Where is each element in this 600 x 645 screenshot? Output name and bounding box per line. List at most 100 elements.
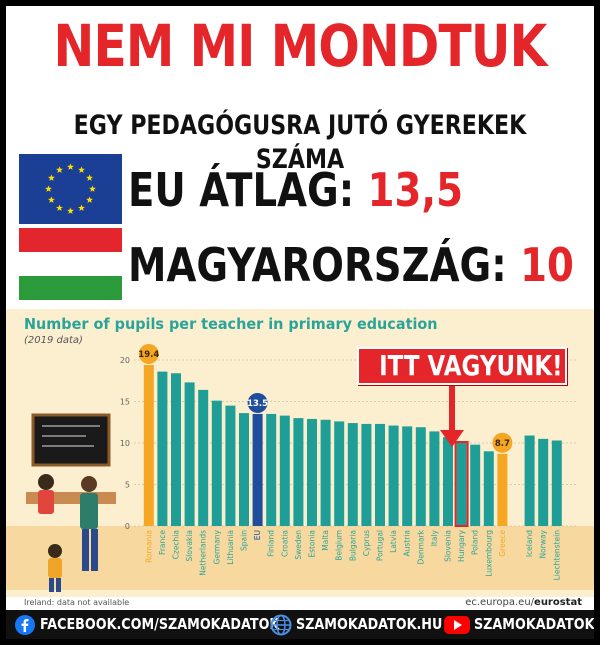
bar-estonia	[307, 418, 317, 526]
x-tick-label: Liechtenstein	[552, 530, 561, 581]
hungary-label: MAGYARORSZÁG:	[128, 238, 507, 292]
here-we-are-callout: ITT VAGYUNK!	[357, 347, 567, 385]
footnote: Ireland: data not available	[24, 598, 130, 607]
x-tick-label: France	[158, 530, 167, 555]
y-tick-label: 15	[120, 398, 130, 407]
bar-cyprus	[361, 423, 372, 526]
bar-croatia	[279, 415, 290, 526]
website-text: SZAMOKADATOK.HU	[296, 615, 443, 633]
data-label: 19.4	[138, 350, 159, 360]
x-tick-label: Poland	[471, 530, 480, 555]
x-tick-label: Spain	[240, 530, 249, 551]
y-tick-label: 20	[120, 356, 130, 365]
chart-title: Number of pupils per teacher in primary …	[24, 315, 438, 333]
x-tick-label: Croatia	[280, 530, 289, 557]
youtube-text: SZAMOKADATOK	[474, 615, 594, 633]
eu-star-icon	[67, 207, 74, 214]
hungary-value: 10	[520, 238, 574, 292]
hungary-flag-icon	[19, 228, 122, 300]
hungary-stat: MAGYARORSZÁG: 10	[128, 237, 574, 293]
bar-france	[157, 371, 168, 526]
data-label-badge	[492, 432, 513, 453]
bar-chart: 0 5 10 15 20 Romania France Czechia Slovakia Neth…	[6, 343, 594, 592]
bar-poland	[470, 444, 481, 526]
bar-finland	[266, 413, 277, 526]
facebook-text: FACEBOOK.COM/SZAMOKADATOK	[40, 615, 280, 633]
bar-germany	[211, 400, 222, 526]
teacher-illustration	[26, 413, 116, 592]
x-tick-label: Luxembourg	[484, 530, 493, 577]
bar-bulgaria	[347, 423, 358, 526]
eu-star-icon	[86, 174, 93, 181]
facebook-link[interactable]: FACEBOOK.COM/SZAMOKADATOK	[14, 610, 322, 639]
bar-austria	[402, 426, 413, 526]
source-brand: eurostat	[534, 597, 582, 608]
x-tick-label: EU	[253, 530, 262, 540]
x-tick-label: Italy	[430, 529, 439, 546]
bar-belgium	[334, 421, 345, 526]
data-label-badge	[247, 392, 268, 413]
callout-text: ITT VAGYUNK!	[379, 349, 563, 382]
bar-czechia	[171, 373, 181, 526]
bar-romania	[143, 364, 154, 526]
eu-star-icon	[78, 204, 85, 211]
x-tick-label: Lithuania	[226, 530, 235, 565]
eu-star-icon	[48, 196, 55, 203]
eu-star-icon	[56, 204, 63, 211]
social-bar: FACEBOOK.COM/SZAMOKADATOK SZAMOKADATOK.H…	[6, 610, 594, 639]
bar-liechtenstein	[551, 440, 562, 526]
infographic: NEM MI MONDTUK EGY PEDAGÓGUSRA JUTÓ GYER…	[6, 6, 594, 639]
bar-norway	[538, 438, 549, 526]
bar-portugal	[375, 423, 385, 526]
x-tick-label: Romania	[144, 530, 153, 563]
data-label-badge	[138, 343, 159, 364]
eu-star-icon	[45, 185, 52, 192]
bar-netherlands	[198, 389, 209, 526]
eu-star-icon	[56, 166, 63, 173]
bar-greece	[497, 453, 508, 526]
bar-hungary	[456, 443, 467, 526]
x-tick-label: Czechia	[172, 530, 181, 559]
x-tick-label: Germany	[212, 529, 221, 564]
bar-luxembourg	[483, 451, 494, 526]
y-tick-label: 0	[125, 522, 130, 531]
eu-average-value: 13,5	[367, 163, 463, 217]
hungary-highlight-box	[454, 441, 469, 527]
website-link[interactable]: SZAMOKADATOK.HU	[270, 610, 468, 639]
eu-average-stat: EU ÁTLAG: 13,5	[128, 162, 463, 218]
chart-subtitle: (2019 data)	[24, 335, 83, 346]
bar-denmark	[415, 427, 426, 526]
x-tick-label: Slovenia	[444, 530, 453, 562]
axis-label-strip	[6, 526, 594, 590]
bar-lithuania	[225, 405, 236, 526]
y-tick-label: 5	[125, 481, 130, 490]
x-tick-label: Denmark	[416, 529, 425, 564]
x-tick-label: Estonia	[308, 530, 317, 558]
youtube-link[interactable]: SZAMOKADATOK	[444, 610, 594, 639]
bar-slovenia	[443, 437, 453, 526]
x-tick-label: Greece	[498, 530, 507, 557]
data-label: 8.7	[495, 439, 510, 449]
x-tick-label: Austria	[403, 530, 412, 557]
facebook-icon	[15, 614, 35, 635]
down-arrow-icon	[440, 386, 464, 447]
x-tick-label: Portugal	[376, 530, 385, 561]
x-tick-label: Belgium	[335, 530, 344, 561]
bar-iceland	[524, 435, 535, 526]
x-tick-label: Netherlands	[199, 530, 208, 576]
x-tick-label: Sweden	[294, 530, 303, 560]
eu-star-icon	[67, 163, 74, 170]
x-tick-label: Iceland	[525, 530, 534, 557]
eu-star-icon	[86, 196, 93, 203]
eu-star-icon	[78, 166, 85, 173]
x-tick-label: Cyprus	[362, 530, 371, 556]
eu-star-icon	[48, 174, 55, 181]
bar-eu	[252, 413, 263, 526]
eu-average-label: EU ÁTLAG:	[128, 163, 355, 217]
source: ec.europa.eu/eurostat	[465, 597, 582, 608]
eu-flag-icon	[19, 154, 122, 224]
x-tick-label: Malta	[321, 530, 330, 551]
x-tick-label: Norway	[539, 529, 548, 558]
x-tick-label: Latvia	[389, 530, 398, 553]
bar-slovakia	[184, 382, 195, 526]
